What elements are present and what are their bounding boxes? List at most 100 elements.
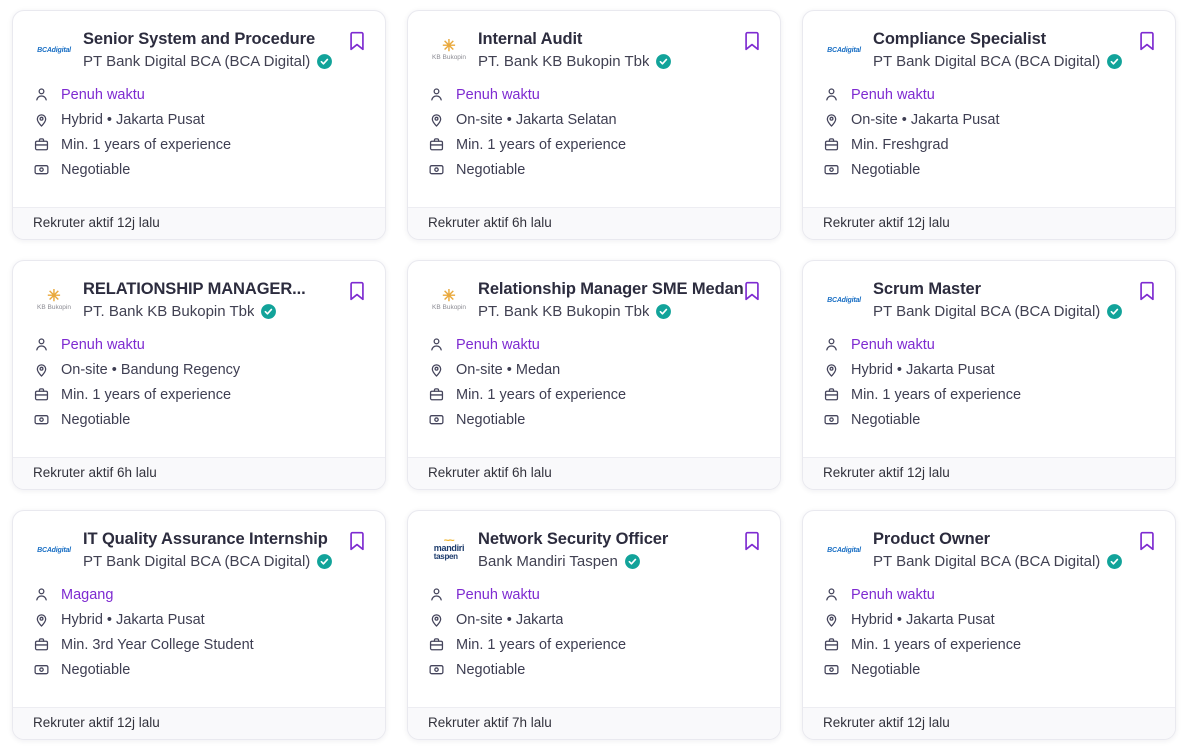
briefcase-icon: [34, 638, 49, 651]
salary: Negotiable: [851, 411, 921, 428]
employment-type-row: Penuh waktu: [33, 86, 365, 103]
job-card-heading: Product Owner PT Bank Digital BCA (BCA D…: [873, 530, 1141, 570]
job-card[interactable]: BCAdigital Product Owner PT Bank Digital…: [802, 510, 1176, 740]
job-card[interactable]: BCAdigital IT Quality Assurance Internsh…: [12, 510, 386, 740]
experience-requirement: Min. 3rd Year College Student: [61, 636, 254, 653]
employment-type[interactable]: Penuh waktu: [851, 586, 935, 603]
banknote-icon: [824, 415, 839, 425]
mandiri-logo-text: mandiri: [433, 543, 465, 553]
company-row: PT Bank Digital BCA (BCA Digital): [83, 553, 351, 570]
experience-requirement: Min. 1 years of experience: [61, 386, 232, 403]
experience-requirement: Min. 1 years of experience: [456, 636, 627, 653]
company-name: PT Bank Digital BCA (BCA Digital): [873, 303, 1101, 320]
location-row: On-site • Medan: [428, 361, 760, 378]
job-card-footer: Rekruter aktif 12j lalu: [803, 707, 1175, 739]
bca-digital-logo: BCAdigital: [827, 297, 861, 304]
experience-row: Min. 1 years of experience: [823, 636, 1155, 653]
experience-row: Min. 1 years of experience: [33, 386, 365, 403]
briefcase-icon: [34, 388, 49, 401]
company-row: PT Bank Digital BCA (BCA Digital): [873, 553, 1141, 570]
employment-type[interactable]: Penuh waktu: [456, 336, 540, 353]
experience-requirement: Min. 1 years of experience: [851, 636, 1022, 653]
employment-type-row: Penuh waktu: [428, 586, 760, 603]
job-card-footer: Rekruter aktif 12j lalu: [13, 707, 385, 739]
bookmark-button[interactable]: [345, 277, 369, 305]
briefcase-icon: [429, 138, 444, 151]
salary-row: Negotiable: [33, 411, 365, 428]
bookmark-button[interactable]: [1135, 27, 1159, 55]
person-icon: [826, 338, 837, 351]
kb-bukopin-logo: ✳ KB Bukopin: [432, 38, 466, 62]
job-card[interactable]: ✳ KB Bukopin Internal Audit PT. Bank KB …: [407, 10, 781, 240]
recruiter-activity: Rekruter aktif 12j lalu: [33, 715, 160, 730]
job-detail-list: Penuh waktu On-site • Bandung Regency: [33, 336, 365, 428]
company-row: PT Bank Digital BCA (BCA Digital): [873, 53, 1141, 70]
employment-type[interactable]: Penuh waktu: [456, 86, 540, 103]
banknote-icon: [34, 165, 49, 175]
bookmark-icon: [745, 281, 759, 301]
company-row: Bank Mandiri Taspen: [478, 553, 746, 570]
salary-row: Negotiable: [33, 161, 365, 178]
person-icon: [826, 588, 837, 601]
experience-row: Min. 3rd Year College Student: [33, 636, 365, 653]
company-logo: ✳ KB Bukopin: [33, 279, 75, 321]
briefcase-icon: [34, 138, 49, 151]
employment-type[interactable]: Penuh waktu: [851, 336, 935, 353]
verified-badge-icon: [317, 54, 333, 69]
bookmark-button[interactable]: [1135, 277, 1159, 305]
salary-row: Negotiable: [428, 411, 760, 428]
job-card-heading: Relationship Manager SME Medan PT. Bank …: [478, 280, 746, 320]
employment-type[interactable]: Penuh waktu: [456, 586, 540, 603]
bookmark-button[interactable]: [345, 27, 369, 55]
bookmark-button[interactable]: [740, 527, 764, 555]
briefcase-icon: [824, 388, 839, 401]
experience-requirement: Min. 1 years of experience: [61, 136, 232, 153]
banknote-icon: [429, 415, 444, 425]
briefcase-icon: [824, 638, 839, 651]
location-row: Hybrid • Jakarta Pusat: [33, 111, 365, 128]
recruiter-activity: Rekruter aktif 6h lalu: [428, 215, 552, 230]
work-location: On-site • Jakarta Selatan: [456, 111, 617, 128]
briefcase-icon: [824, 138, 839, 151]
bookmark-button[interactable]: [740, 27, 764, 55]
job-card[interactable]: ✳ KB Bukopin Relationship Manager SME Me…: [407, 260, 781, 490]
bookmark-button[interactable]: [740, 277, 764, 305]
verified-badge-icon: [656, 54, 672, 69]
job-card-heading: Compliance Specialist PT Bank Digital BC…: [873, 30, 1141, 70]
job-card[interactable]: ✳ KB Bukopin RELATIONSHIP MANAGER... PT.…: [12, 260, 386, 490]
salary-row: Negotiable: [33, 661, 365, 678]
briefcase-icon: [429, 638, 444, 651]
company-logo: ~~ mandiri taspen: [428, 529, 470, 571]
job-card[interactable]: ~~ mandiri taspen Network Security Offic…: [407, 510, 781, 740]
job-card-body: BCAdigital Scrum Master PT Bank Digital …: [803, 261, 1175, 457]
person-icon: [36, 338, 47, 351]
salary: Negotiable: [851, 161, 921, 178]
employment-type[interactable]: Magang: [61, 586, 114, 603]
job-card-heading: IT Quality Assurance Internship PT Bank …: [83, 530, 351, 570]
employment-type[interactable]: Penuh waktu: [61, 336, 145, 353]
company-logo: ✳ KB Bukopin: [428, 279, 470, 321]
job-card[interactable]: BCAdigital Senior System and Procedure P…: [12, 10, 386, 240]
job-card-heading: Senior System and Procedure PT Bank Digi…: [83, 30, 351, 70]
job-card-body: ✳ KB Bukopin Internal Audit PT. Bank KB …: [408, 11, 780, 207]
job-card[interactable]: BCAdigital Compliance Specialist PT Bank…: [802, 10, 1176, 240]
company-name: PT Bank Digital BCA (BCA Digital): [873, 553, 1101, 570]
bookmark-button[interactable]: [1135, 527, 1159, 555]
location-pin-icon: [826, 614, 837, 627]
verified-badge-icon: [1107, 304, 1123, 319]
job-title: Product Owner: [873, 530, 990, 548]
company-name: PT. Bank KB Bukopin Tbk: [478, 303, 650, 320]
banknote-icon: [824, 665, 839, 675]
company-name: Bank Mandiri Taspen: [478, 553, 618, 570]
work-location: Hybrid • Jakarta Pusat: [851, 361, 995, 378]
bookmark-button[interactable]: [345, 527, 369, 555]
company-row: PT. Bank KB Bukopin Tbk: [83, 303, 351, 320]
bookmark-icon: [350, 281, 364, 301]
job-title: Scrum Master: [873, 280, 981, 298]
job-card[interactable]: BCAdigital Scrum Master PT Bank Digital …: [802, 260, 1176, 490]
mandiri-taspen-logo: ~~ mandiri taspen: [433, 536, 465, 561]
employment-type[interactable]: Penuh waktu: [851, 86, 935, 103]
location-row: Hybrid • Jakarta Pusat: [823, 361, 1155, 378]
employment-type[interactable]: Penuh waktu: [61, 86, 145, 103]
